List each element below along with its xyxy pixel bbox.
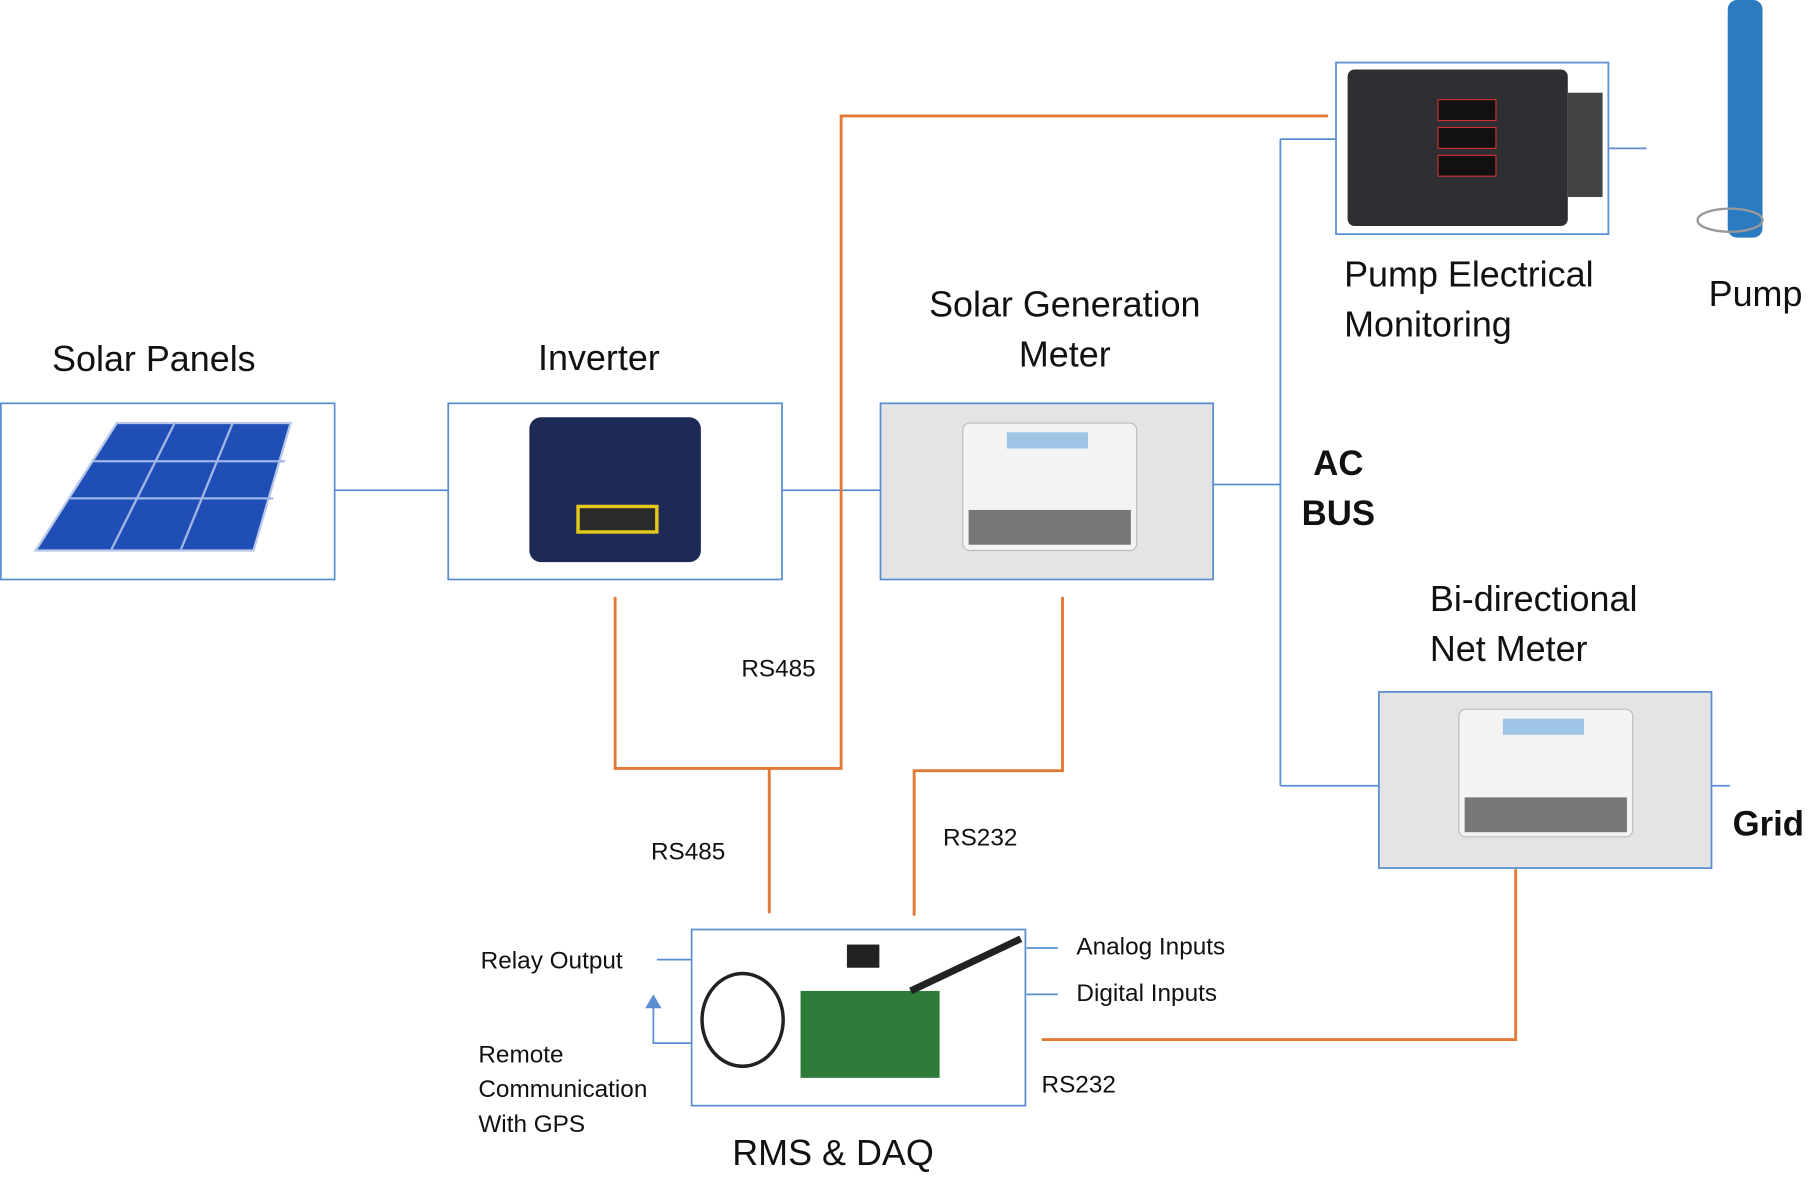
rms-box (692, 930, 1026, 1106)
link-label: RS232 (943, 825, 1017, 852)
link-label: RS485 (741, 655, 815, 682)
label: Pump Electrical (1344, 253, 1593, 294)
link-label: RS232 (1042, 1071, 1116, 1098)
label: Inverter (538, 337, 660, 378)
label: RMS & DAQ (732, 1132, 934, 1173)
label: Pump (1709, 273, 1803, 314)
netmeter-box (1379, 692, 1712, 868)
solar-box (1, 403, 335, 579)
link-label: RS485 (651, 838, 725, 865)
label: Solar Panels (52, 338, 256, 379)
label: BUS (1302, 495, 1375, 533)
inverter-box (448, 403, 782, 579)
pumpmon-box (1336, 63, 1608, 235)
label: With GPS (478, 1111, 585, 1138)
genmeter-box (881, 403, 1214, 579)
pump-image (1698, 0, 1763, 238)
label: Grid (1733, 806, 1804, 844)
label: Analog Inputs (1076, 933, 1225, 960)
label: Monitoring (1344, 303, 1512, 344)
label: Meter (1019, 333, 1111, 374)
label: Net Meter (1430, 628, 1588, 669)
label: Remote (478, 1041, 563, 1068)
arrow-head (645, 994, 661, 1008)
label: Communication (478, 1076, 647, 1103)
arrow-line (653, 1004, 691, 1043)
label: AC (1313, 445, 1363, 483)
label: Relay Output (481, 947, 623, 974)
label: Solar Generation (929, 284, 1200, 325)
label: Digital Inputs (1076, 980, 1217, 1007)
label: Bi-directional (1430, 578, 1638, 619)
diagram: Solar Panels Inverter Solar Generation Mete… (0, 0, 1819, 1181)
